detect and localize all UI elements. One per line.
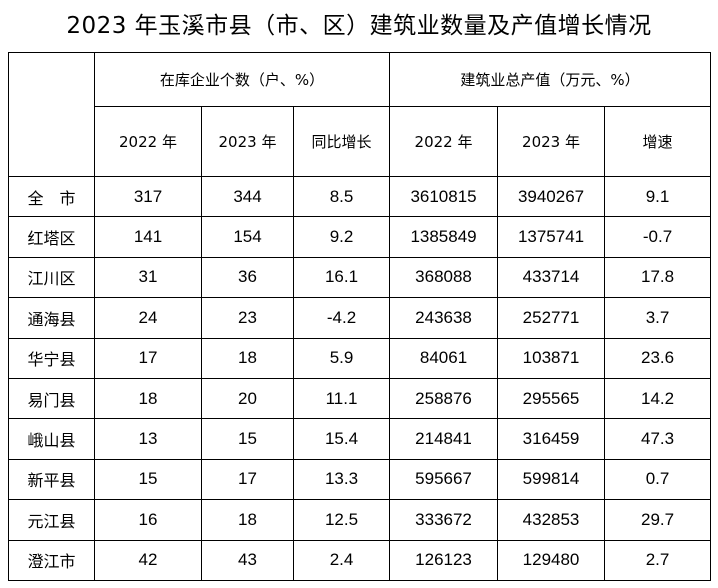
enterprises-growth: 13.3	[292, 458, 391, 501]
enterprises-growth: 2.4	[292, 539, 391, 581]
table-row: 新平县 15 17 13.3 595667 599814 0.7	[8, 458, 712, 501]
output-growth: 23.6	[604, 337, 712, 379]
output-2023: 103871	[497, 337, 606, 379]
region-name: 华宁县	[8, 337, 95, 379]
table-row: 华宁县 17 18 5.9 84061 103871 23.6	[8, 337, 712, 379]
output-2022: 126123	[389, 539, 499, 581]
enterprises-2022: 42	[94, 539, 202, 581]
enterprises-2023: 23	[201, 297, 294, 339]
output-2022: 1385849	[389, 216, 499, 258]
region-name: 红塔区	[8, 216, 95, 258]
output-growth: 3.7	[604, 297, 712, 339]
output-growth: 9.1	[604, 175, 712, 218]
enterprises-2023: 18	[201, 337, 294, 379]
output-2023: 433714	[497, 256, 606, 299]
output-2022: 84061	[389, 337, 499, 379]
page-title: 2023 年玉溪市县（市、区）建筑业数量及产值增长情况	[66, 13, 652, 39]
output-growth: 47.3	[604, 418, 712, 460]
region-name: 元江县	[8, 499, 95, 541]
output-2022: 368088	[389, 256, 499, 299]
enterprises-2023: 15	[201, 418, 294, 460]
table-row: 元江县 16 18 12.5 333672 432853 29.7	[8, 499, 712, 541]
output-2022: 243638	[389, 297, 499, 339]
output-growth: 17.8	[604, 256, 712, 299]
enterprises-growth: 15.4	[292, 418, 391, 460]
output-2023: 316459	[497, 418, 606, 460]
header-row-columns: 2022 年 2023 年 同比增长 2022 年 2023 年 增速	[9, 106, 712, 177]
col-header-output-growth: 增速	[604, 106, 712, 177]
output-2022: 258876	[389, 377, 499, 420]
output-growth: 29.7	[604, 499, 712, 541]
output-2022: 214841	[389, 418, 499, 460]
output-growth: 14.2	[604, 377, 712, 420]
table-row: 峨山县 13 15 15.4 214841 316459 47.3	[8, 418, 712, 460]
output-2023: 599814	[497, 458, 606, 501]
enterprises-2022: 16	[94, 499, 202, 541]
enterprises-growth: 5.9	[292, 337, 391, 379]
enterprises-2023: 36	[201, 256, 294, 299]
table-row: 通海县 24 23 -4.2 243638 252771 3.7	[8, 297, 712, 339]
enterprises-2022: 31	[94, 256, 202, 299]
region-name: 峨山县	[8, 418, 95, 460]
output-2023: 295565	[497, 377, 606, 420]
enterprises-2022: 13	[94, 418, 202, 460]
data-table: 在库企业个数（户、%） 建筑业总产值（万元、%） 2022 年 2023 年 同…	[8, 52, 712, 581]
col-header-output-2022: 2022 年	[389, 106, 499, 177]
region-name: 易门县	[8, 377, 95, 420]
output-2022: 595667	[389, 458, 499, 501]
table-row: 易门县 18 20 11.1 258876 295565 14.2	[8, 377, 712, 420]
enterprises-group-header: 在库企业个数（户、%）	[93, 52, 391, 107]
enterprises-2022: 17	[94, 337, 202, 379]
output-2023: 1375741	[497, 216, 606, 258]
region-name: 通海县	[8, 297, 95, 339]
table-row: 全 市 317 344 8.5 3610815 3940267 9.1	[8, 175, 712, 218]
output-2023: 129480	[497, 539, 606, 581]
header-row-groups: 在库企业个数（户、%） 建筑业总产值（万元、%）	[8, 52, 712, 177]
enterprises-2023: 17	[201, 458, 294, 501]
col-header-enterprises-2022: 2022 年	[94, 106, 202, 177]
enterprises-growth: -4.2	[292, 297, 391, 339]
output-2023: 3940267	[497, 175, 606, 218]
enterprises-2022: 18	[94, 377, 202, 420]
region-name: 江川区	[8, 256, 95, 299]
region-name: 澄江市	[8, 539, 95, 581]
output-2022: 3610815	[389, 175, 499, 218]
output-2022: 333672	[389, 499, 499, 541]
col-header-enterprises-2023: 2023 年	[201, 106, 294, 177]
enterprises-2022: 24	[94, 297, 202, 339]
table-row: 红塔区 141 154 9.2 1385849 1375741 -0.7	[8, 216, 712, 258]
table-row: 江川区 31 36 16.1 368088 433714 17.8	[8, 256, 712, 299]
region-name: 新平县	[8, 458, 95, 501]
enterprises-2023: 344	[201, 175, 294, 218]
enterprises-growth: 12.5	[292, 499, 391, 541]
output-growth: -0.7	[604, 216, 712, 258]
enterprises-2022: 141	[94, 216, 202, 258]
corner-header-cell	[8, 52, 95, 177]
enterprises-growth: 9.2	[292, 216, 391, 258]
col-header-output-2023: 2023 年	[497, 106, 606, 177]
output-growth: 0.7	[604, 458, 712, 501]
output-2023: 432853	[497, 499, 606, 541]
enterprises-2022: 15	[94, 458, 202, 501]
enterprises-growth: 11.1	[292, 377, 391, 420]
enterprises-2023: 18	[201, 499, 294, 541]
output-growth: 2.7	[604, 539, 712, 581]
region-name: 全 市	[8, 175, 95, 218]
col-header-enterprises-growth: 同比增长	[292, 106, 391, 177]
enterprises-growth: 8.5	[292, 175, 391, 218]
enterprises-2023: 43	[201, 539, 294, 581]
enterprises-2023: 154	[201, 216, 294, 258]
enterprises-growth: 16.1	[292, 256, 391, 299]
enterprises-2022: 317	[94, 175, 202, 218]
output-group-header: 建筑业总产值（万元、%）	[389, 52, 712, 107]
table-row: 澄江市 42 43 2.4 126123 129480 2.7	[8, 539, 712, 581]
enterprises-2023: 20	[201, 377, 294, 420]
output-2023: 252771	[497, 297, 606, 339]
